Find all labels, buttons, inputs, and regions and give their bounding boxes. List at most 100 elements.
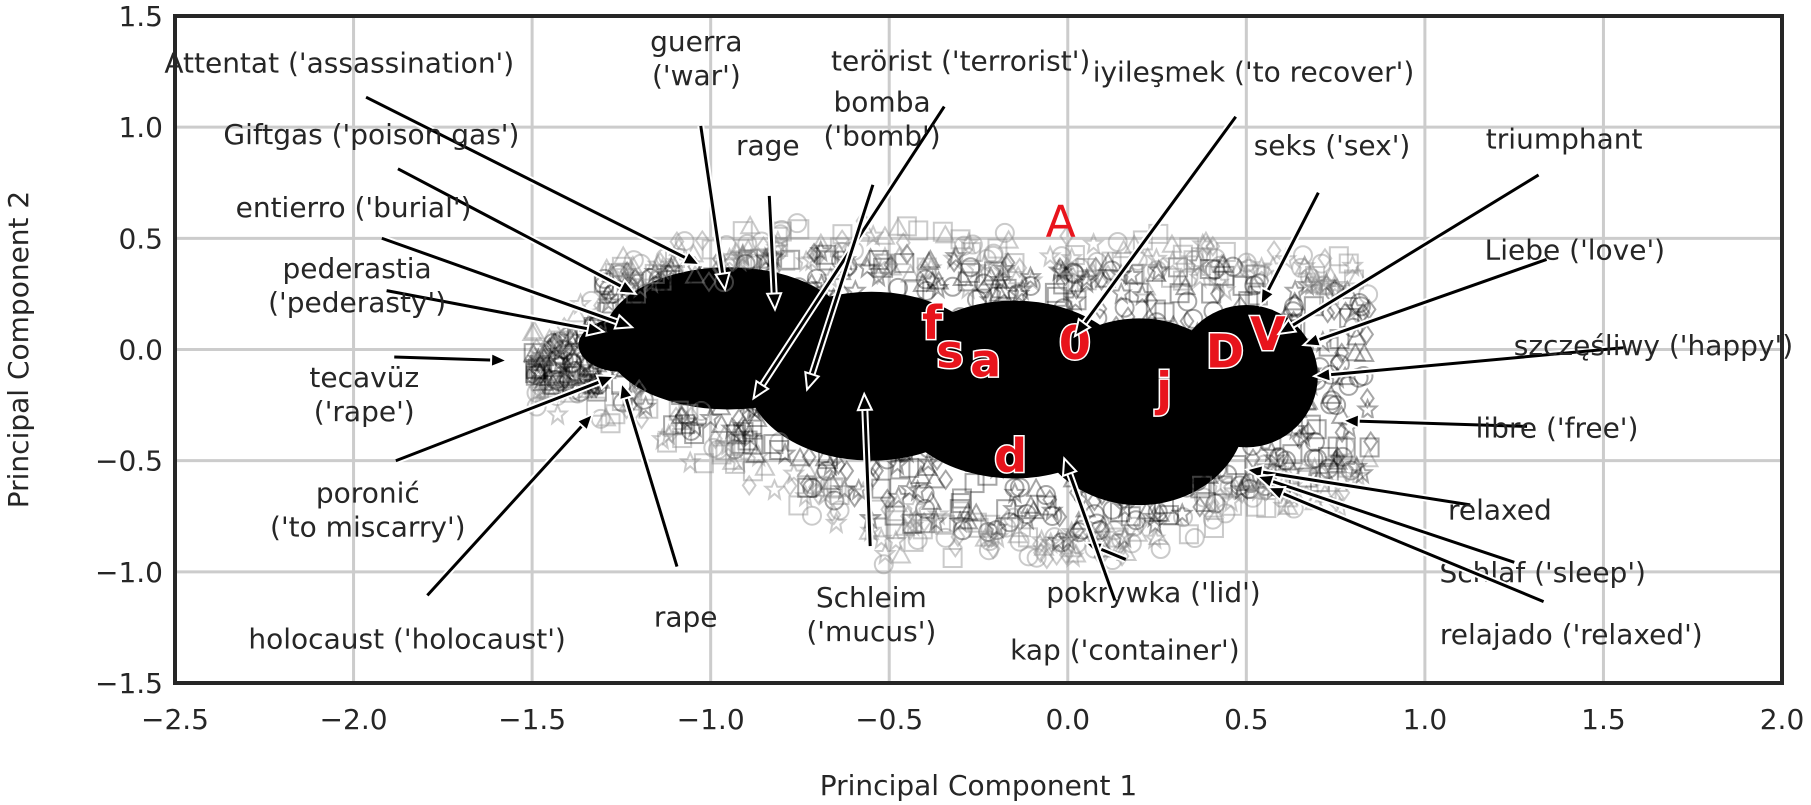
scatter-point xyxy=(942,548,963,569)
scatter-point xyxy=(745,344,769,368)
scatter-point xyxy=(794,249,818,273)
scatter-point xyxy=(877,449,898,470)
annotation: triumphant xyxy=(1276,122,1643,336)
scatter-point xyxy=(914,361,937,381)
scatter-point xyxy=(661,262,677,285)
scatter-point xyxy=(674,405,690,427)
scatter-point xyxy=(883,437,904,458)
scatter-point xyxy=(665,303,686,324)
scatter-point xyxy=(1357,447,1380,468)
scatter-point xyxy=(728,249,752,273)
scatter-point xyxy=(957,501,979,521)
scatter-point xyxy=(868,249,889,270)
scatter-point xyxy=(1172,270,1193,291)
scatter-point xyxy=(1286,367,1310,391)
scatter-point xyxy=(874,225,896,245)
scatter-point xyxy=(672,428,693,449)
scatter-point xyxy=(650,313,672,333)
scatter-point xyxy=(1306,419,1327,440)
scatter-point xyxy=(1113,525,1137,549)
scatter-point xyxy=(896,216,917,237)
scatter-point xyxy=(704,335,720,358)
scatter-point xyxy=(976,389,997,410)
scatter-point xyxy=(921,269,945,293)
scatter-point xyxy=(640,268,661,289)
scatter-point xyxy=(891,377,907,399)
scatter-point xyxy=(544,344,566,364)
scatter-point xyxy=(1052,340,1073,361)
scatter-point xyxy=(532,354,549,376)
scatter-point xyxy=(1104,520,1125,541)
scatter-point xyxy=(628,313,652,337)
scatter-point xyxy=(890,459,911,480)
scatter-point xyxy=(1147,331,1168,352)
scatter-point xyxy=(1019,430,1035,452)
scatter-point xyxy=(1245,401,1266,422)
scatter-point xyxy=(918,408,942,432)
word-annotations: Attentat ('assassination') guerra ('war') t… xyxy=(164,25,1793,666)
scatter-point xyxy=(932,221,953,242)
scatter-point xyxy=(983,243,1004,264)
scatter-point xyxy=(871,478,892,499)
scatter-point xyxy=(1076,257,1097,278)
scatter-point xyxy=(940,319,963,339)
scatter-point xyxy=(885,519,906,540)
scatter-point xyxy=(739,249,760,270)
scatter-point xyxy=(1057,347,1081,371)
scatter-point xyxy=(1313,275,1334,296)
scatter-point xyxy=(643,341,664,362)
scatter-point xyxy=(992,259,1016,283)
scatter-point xyxy=(916,257,937,278)
scatter-point xyxy=(1300,272,1324,296)
scatter-point xyxy=(716,357,732,380)
scatter-point xyxy=(692,313,713,334)
scatter-point xyxy=(997,229,1020,249)
scatter-point xyxy=(1217,331,1239,351)
scatter-point xyxy=(789,399,811,419)
scatter-point xyxy=(1209,380,1232,400)
scatter-point xyxy=(1110,502,1131,523)
scatter-point xyxy=(618,352,639,373)
scatter-point xyxy=(611,256,632,277)
scatter-point xyxy=(1199,259,1220,280)
scatter-point xyxy=(1318,446,1339,467)
annotation-line: ('pederasty') xyxy=(268,286,446,319)
scatter-point xyxy=(1217,464,1238,485)
scatter-point xyxy=(1094,361,1110,384)
scatter-point xyxy=(1010,517,1031,538)
annotation-arrow xyxy=(1266,477,1515,564)
scatter-point xyxy=(1087,490,1103,512)
scatter-point xyxy=(1108,351,1132,375)
scatter-point xyxy=(964,452,985,473)
scatter-point xyxy=(1283,278,1307,303)
scatter-point xyxy=(888,245,911,266)
scatter-point xyxy=(1183,308,1204,329)
scatter-point xyxy=(565,303,588,323)
scatter-point xyxy=(902,356,923,377)
scatter-point xyxy=(773,441,797,465)
scatter-point xyxy=(740,302,762,322)
scatter-point xyxy=(1136,379,1152,401)
scatter-point xyxy=(775,250,796,271)
scatter-point xyxy=(1340,460,1361,481)
scatter-point xyxy=(1202,377,1224,397)
scatter-point xyxy=(1003,481,1027,505)
scatter-point xyxy=(969,429,990,450)
scatter-point xyxy=(1338,301,1354,323)
scatter-point xyxy=(1014,329,1035,350)
y-tick-label: 0.5 xyxy=(118,222,163,255)
scatter-point xyxy=(766,399,788,419)
scatter-point xyxy=(973,252,997,276)
scatter-point xyxy=(621,260,644,281)
scatter-point xyxy=(1113,238,1135,259)
scatter-point xyxy=(743,398,767,422)
scatter-point xyxy=(725,310,749,334)
scatter-point xyxy=(747,275,763,298)
scatter-point xyxy=(888,277,909,298)
annotation-line: ('bomb') xyxy=(823,119,940,152)
scatter-point xyxy=(999,512,1020,533)
annotation-line: ('rape') xyxy=(314,395,415,428)
scatter-point xyxy=(1208,472,1233,497)
scatter-point xyxy=(880,359,896,382)
scatter-point xyxy=(791,379,815,403)
